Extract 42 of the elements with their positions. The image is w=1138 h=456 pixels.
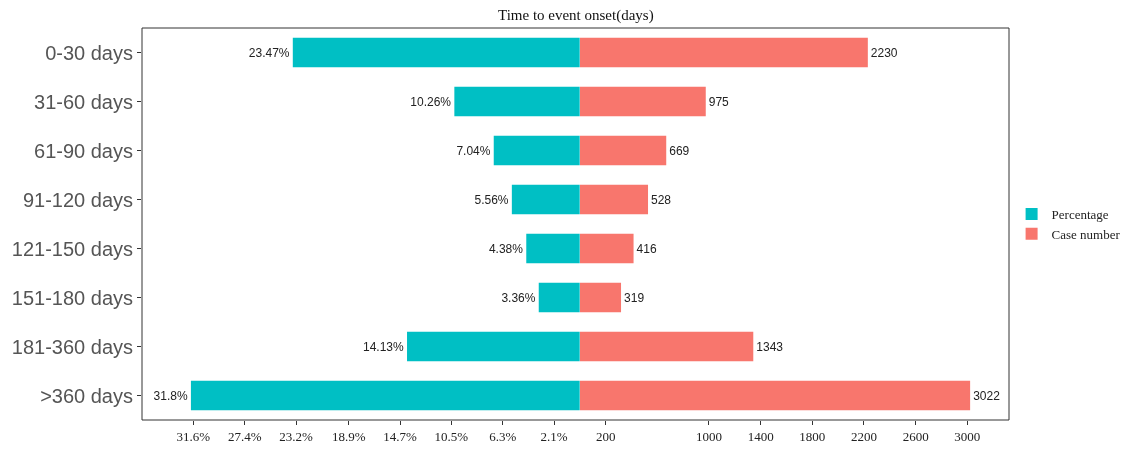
chart-title: Time to event onset(days): [498, 7, 654, 24]
data-label: 3.36%: [501, 290, 536, 305]
data-label: 669: [669, 143, 690, 158]
x-tick-label: 31.6%: [176, 428, 211, 444]
x-tick-label: 1400: [747, 428, 774, 444]
y-tick-label: 181-360 days: [11, 335, 133, 358]
x-tick-label: 23.2%: [279, 428, 314, 444]
data-label: 4.38%: [488, 241, 524, 256]
x-tick-label: 14.7%: [383, 428, 417, 444]
x-tick-label: 2.1%: [540, 428, 568, 444]
x-tick-label: 6.3%: [489, 428, 517, 444]
data-label: 31.8%: [153, 388, 188, 403]
y-tick-label: 121-150 days: [11, 237, 133, 260]
data-label: 14.13%: [362, 339, 405, 354]
data-label: 23.47%: [248, 45, 290, 60]
data-label: 1343: [756, 339, 784, 354]
y-tick-label: 0-30 days: [45, 41, 133, 64]
data-label: 528: [651, 192, 672, 207]
x-tick-label: 27.4%: [227, 428, 262, 444]
legend-label: Case number: [1051, 226, 1121, 242]
x-tick-label: 18.9%: [331, 428, 366, 444]
x-tick-label: 1800: [799, 428, 826, 444]
data-label: 10.26%: [410, 94, 452, 109]
data-label: 975: [708, 94, 730, 109]
x-tick-label: 2200: [850, 428, 877, 444]
x-tick-label: 1000: [695, 428, 722, 444]
y-tick-label: 91-120 days: [22, 188, 133, 211]
y-tick-label: >360 days: [40, 384, 133, 407]
data-label: 2230: [870, 45, 898, 60]
x-tick-label: 3000: [954, 428, 981, 444]
legend-label: Percentage: [1051, 207, 1109, 223]
data-label: 319: [624, 290, 645, 305]
x-tick-label: 10.5%: [434, 428, 469, 444]
y-tick-label: 61-90 days: [34, 139, 133, 162]
y-tick-label: 151-180 days: [11, 286, 133, 309]
data-label: 416: [636, 241, 657, 256]
x-tick-label: 2600: [902, 428, 929, 444]
data-label: 5.56%: [474, 192, 509, 207]
y-tick-label: 31-60 days: [34, 90, 133, 113]
x-tick-label: 200: [595, 428, 616, 444]
data-label: 7.04%: [456, 143, 491, 158]
data-label: 3022: [973, 388, 1001, 403]
